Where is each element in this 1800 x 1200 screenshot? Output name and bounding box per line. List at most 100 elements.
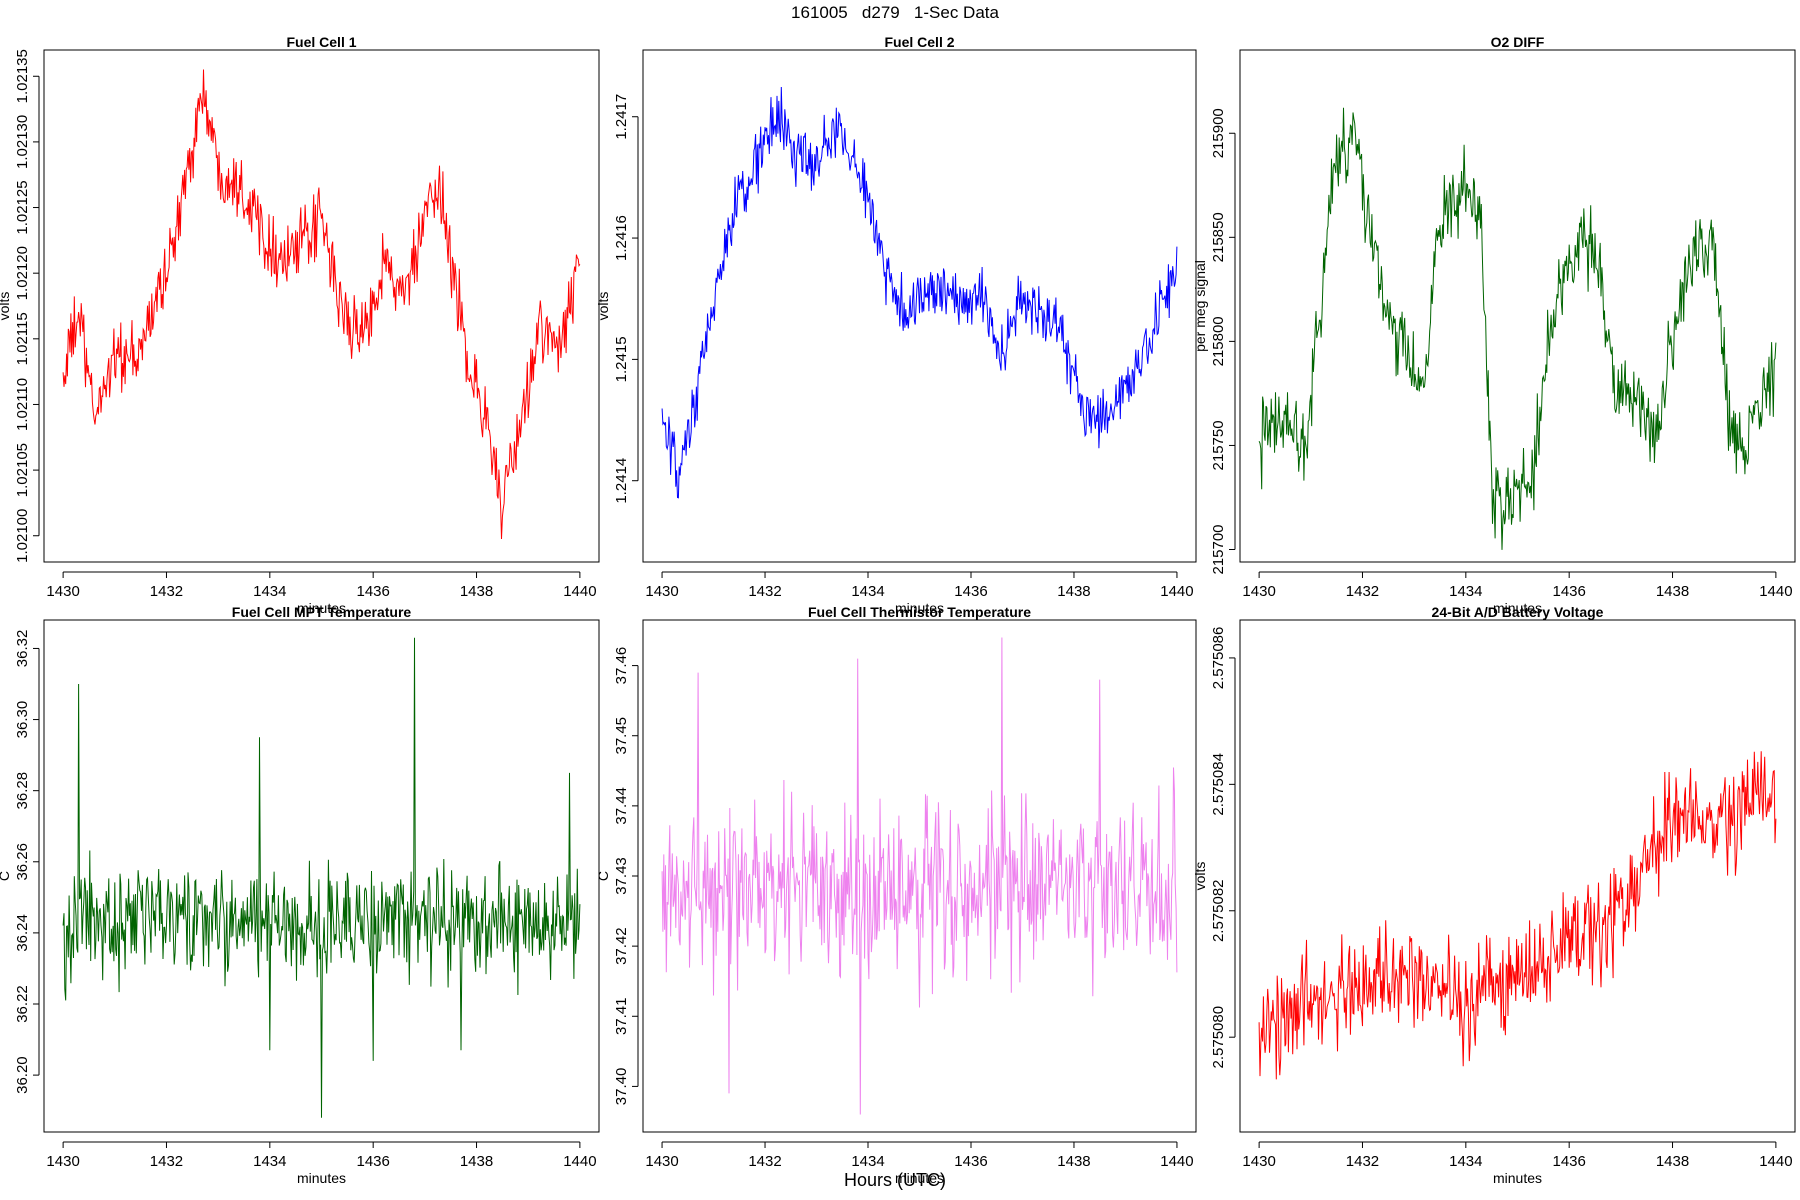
- y-tick-label: 1.2416: [613, 215, 630, 261]
- x-tick-label: 1434: [253, 1153, 286, 1170]
- chart-panel-2: Fuel Cell 2 1430 1432 1434 1436 1438 1440 minut…: [595, 34, 1197, 616]
- y-tick-label: 2.575082: [1210, 879, 1227, 942]
- y-tick-label: 2.575086: [1210, 627, 1227, 690]
- plot-frame: [642, 49, 1197, 563]
- y-tick-label: 37.41: [613, 998, 630, 1036]
- y-tick-label: 2.575080: [1210, 1006, 1227, 1069]
- y-tick-label: 36.26: [14, 843, 31, 881]
- y-tick-label: 37.43: [613, 857, 630, 895]
- x-axis-label: minutes: [895, 600, 944, 616]
- plot-frame: [642, 619, 1197, 1133]
- y-tick-label: 36.20: [14, 1056, 31, 1094]
- y-tick-label: 37.42: [613, 927, 630, 965]
- x-tick-label: 1430: [46, 583, 79, 600]
- x-tick-label: 1438: [460, 583, 493, 600]
- series-line: [661, 86, 1178, 499]
- x-tick-label: 1430: [645, 583, 678, 600]
- y-tick-label: 36.30: [14, 701, 31, 739]
- series-line: [62, 637, 581, 1118]
- x-tick-label: 1438: [1656, 1153, 1689, 1170]
- x-tick-label: 1430: [46, 1153, 79, 1170]
- y-tick-label: 1.02130: [14, 115, 31, 169]
- panel-title: Fuel Cell Thermistor Temperature: [808, 604, 1031, 620]
- x-tick-label: 1432: [150, 583, 183, 600]
- panel-title: Fuel Cell MPT Temperature: [232, 604, 412, 620]
- series-line: [661, 637, 1178, 1115]
- y-tick-label: 37.46: [613, 647, 630, 685]
- plot-frame: [1239, 619, 1796, 1133]
- chart-panel-1: Fuel Cell 1 1430 1432 1434 1436 1438 1440 minut…: [0, 34, 600, 616]
- y-tick-label: 1.2415: [613, 336, 630, 382]
- x-tick-label: 1440: [563, 1153, 596, 1170]
- series-line: [1258, 107, 1777, 550]
- y-tick-label: 1.2414: [613, 458, 630, 504]
- y-tick-label: 37.40: [613, 1068, 630, 1106]
- figure-xlabel: Hours (UTC): [844, 1170, 946, 1190]
- chart-panel-3: O2 DIFF 1430 1432 1434 1436 1438 1440 minutes 21…: [1192, 34, 1796, 616]
- plot-frame: [1239, 49, 1796, 563]
- y-axis-label: per meg signal: [1192, 260, 1208, 352]
- x-axis-label: minutes: [297, 1170, 346, 1186]
- y-tick-label: 215850: [1210, 212, 1227, 262]
- x-tick-label: 1438: [1057, 1153, 1090, 1170]
- x-tick-label: 1434: [1449, 583, 1482, 600]
- x-tick-label: 1440: [563, 583, 596, 600]
- panel-title: Fuel Cell 2: [884, 34, 954, 50]
- x-tick-label: 1434: [1449, 1153, 1482, 1170]
- panel-title: Fuel Cell 1: [286, 34, 356, 50]
- x-tick-label: 1430: [645, 1153, 678, 1170]
- x-tick-label: 1434: [253, 583, 286, 600]
- y-tick-label: 1.02115: [14, 312, 31, 365]
- y-tick-label: 1.02135: [14, 49, 31, 103]
- y-tick-label: 36.24: [14, 914, 31, 952]
- y-tick-label: 1.02125: [14, 180, 31, 234]
- x-tick-label: 1440: [1160, 583, 1193, 600]
- panel-title: O2 DIFF: [1491, 34, 1545, 50]
- x-tick-label: 1436: [356, 583, 389, 600]
- y-tick-label: 1.02110: [14, 378, 31, 431]
- y-tick-label: 1.02105: [14, 443, 31, 497]
- x-tick-label: 1432: [1346, 583, 1379, 600]
- x-tick-label: 1436: [356, 1153, 389, 1170]
- series-line: [62, 69, 581, 540]
- x-axis-label: minutes: [895, 1170, 944, 1186]
- y-axis-label: C: [595, 871, 611, 881]
- x-axis-label: minutes: [1493, 600, 1542, 616]
- plot-frame: [43, 619, 600, 1133]
- y-tick-label: 215700: [1210, 524, 1227, 574]
- x-tick-label: 1430: [1242, 583, 1275, 600]
- x-axis-label: minutes: [297, 600, 346, 616]
- x-tick-label: 1436: [1552, 583, 1585, 600]
- x-tick-label: 1432: [1346, 1153, 1379, 1170]
- y-axis-label: volts: [0, 292, 12, 321]
- x-tick-label: 1434: [851, 583, 884, 600]
- figure-title: 161005 d279 1-Sec Data: [791, 3, 999, 22]
- x-tick-label: 1440: [1759, 1153, 1792, 1170]
- y-axis-label: volts: [1192, 862, 1208, 891]
- y-tick-label: 36.32: [14, 630, 31, 668]
- y-axis-label: volts: [595, 292, 611, 321]
- x-tick-label: 1436: [1552, 1153, 1585, 1170]
- x-tick-label: 1432: [748, 1153, 781, 1170]
- plot-frame: [43, 49, 600, 563]
- y-tick-label: 36.22: [14, 985, 31, 1023]
- chart-panels: Fuel Cell 1 1430 1432 1434 1436 1438 1440 minut…: [0, 34, 1796, 1186]
- y-tick-label: 1.02120: [14, 246, 31, 300]
- chart-panel-6: 24-Bit A/D Battery Voltage 1430 1432 1434 14…: [1192, 604, 1796, 1186]
- x-tick-label: 1434: [851, 1153, 884, 1170]
- x-tick-label: 1436: [954, 583, 987, 600]
- x-tick-label: 1438: [460, 1153, 493, 1170]
- y-tick-label: 37.45: [613, 717, 630, 755]
- x-tick-label: 1438: [1656, 583, 1689, 600]
- series-line: [1258, 751, 1777, 1080]
- y-tick-label: 215800: [1210, 316, 1227, 366]
- y-tick-label: 36.28: [14, 772, 31, 810]
- x-tick-label: 1440: [1160, 1153, 1193, 1170]
- x-tick-label: 1436: [954, 1153, 987, 1170]
- x-tick-label: 1432: [150, 1153, 183, 1170]
- chart-panel-4: Fuel Cell MPT Temperature 1430 1432 1434 143…: [0, 604, 600, 1186]
- chart-panel-5: Fuel Cell Thermistor Temperature 1430 1432…: [595, 604, 1197, 1186]
- y-tick-label: 215900: [1210, 108, 1227, 158]
- x-tick-label: 1432: [748, 583, 781, 600]
